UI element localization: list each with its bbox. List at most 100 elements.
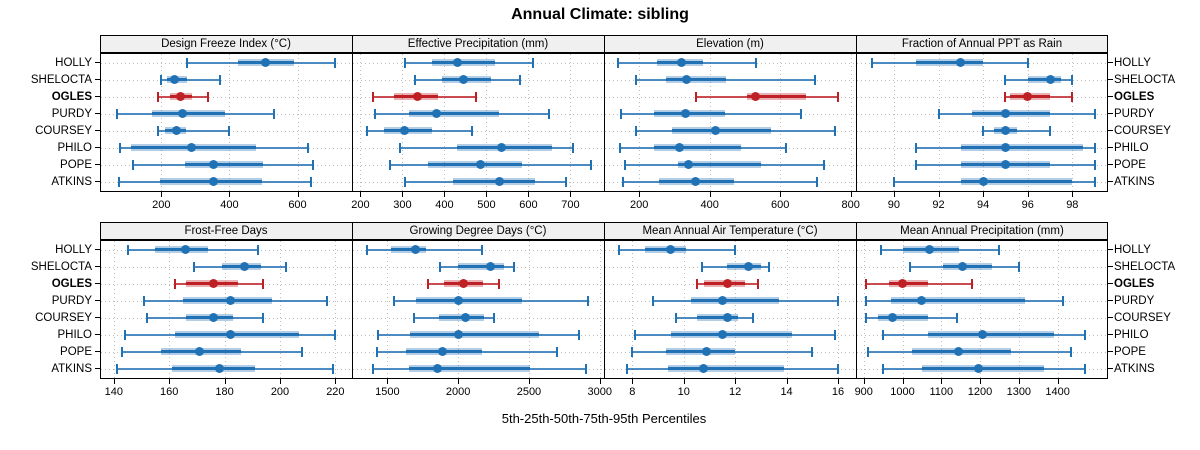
x-tick xyxy=(850,192,852,197)
x-tick-label: 200 xyxy=(270,386,290,398)
whisker-cap-right xyxy=(811,346,814,357)
whisker-cap-left xyxy=(617,57,620,68)
median-dot xyxy=(195,347,205,356)
whisker-cap-right xyxy=(590,159,593,170)
median-dot xyxy=(698,364,708,373)
whisker-cap-right xyxy=(206,91,209,102)
core-25-75 xyxy=(960,180,1073,183)
x-tick-label: 400 xyxy=(220,199,239,211)
whisker-cap-right xyxy=(754,57,757,68)
x-tick-label: 200 xyxy=(630,199,649,211)
whisker-cap-left xyxy=(675,312,677,323)
y-tick xyxy=(95,283,100,284)
whisker-cap-right xyxy=(228,125,231,136)
row-label-right: SHELOCTA xyxy=(1114,260,1176,273)
y-tick xyxy=(1108,334,1113,335)
whisker-cap-left xyxy=(156,125,159,136)
core-25-75 xyxy=(172,367,256,370)
median-dot xyxy=(494,177,504,186)
whisker-cap-left xyxy=(365,244,368,255)
x-tick xyxy=(1018,379,1020,384)
x-tick-label: 1300 xyxy=(1006,386,1032,398)
core-25-75 xyxy=(921,367,1045,370)
whisker-cap-left xyxy=(695,278,698,289)
x-tick-label: 14 xyxy=(780,386,793,398)
whisker-cap-right xyxy=(333,57,336,68)
whisker-cap-left xyxy=(414,74,416,85)
row-label-right: PHILO xyxy=(1114,328,1149,341)
y-tick xyxy=(1108,164,1113,165)
whisker-cap-right xyxy=(1049,125,1052,136)
x-tick-label: 94 xyxy=(976,199,990,211)
x-tick xyxy=(1072,192,1074,197)
row-label-right: PURDY xyxy=(1114,107,1155,120)
panel-divider xyxy=(352,222,353,379)
whisker-cap-left xyxy=(866,346,869,357)
median-dot xyxy=(888,313,898,322)
grid-line-vertical xyxy=(113,241,115,378)
whisker-cap-right xyxy=(734,244,737,255)
whisker-cap-right xyxy=(1083,363,1086,374)
whisker-cap-right xyxy=(555,346,558,357)
row-label-right: COURSEY xyxy=(1114,124,1171,137)
grid-line-vertical xyxy=(850,54,852,191)
x-tick-label: 600 xyxy=(519,199,538,211)
y-tick xyxy=(1108,300,1113,301)
median-dot xyxy=(958,262,968,271)
whisker-cap-left xyxy=(403,57,406,68)
grid-line-vertical xyxy=(980,241,982,378)
median-dot xyxy=(170,75,180,84)
grid-line-vertical xyxy=(528,54,530,191)
whisker-cap-left xyxy=(121,346,124,357)
whisker-cap-right xyxy=(565,176,568,187)
whisker-cap-left xyxy=(624,159,627,170)
x-tick-label: 140 xyxy=(104,386,124,398)
grid-line-vertical xyxy=(838,241,839,378)
y-tick xyxy=(95,266,100,267)
whisker-cap-right xyxy=(1093,159,1096,170)
x-tick-label: 220 xyxy=(326,386,345,398)
core-25-75 xyxy=(878,316,928,319)
row-label-left: POPE xyxy=(60,158,92,171)
row-label-left: COURSEY xyxy=(35,311,92,324)
grid-line-horizontal xyxy=(857,283,1107,285)
whisker-cap-right xyxy=(837,91,840,102)
median-dot xyxy=(925,245,935,254)
x-tick-label: 800 xyxy=(841,199,860,211)
median-dot xyxy=(1000,126,1010,135)
x-tick xyxy=(639,192,641,197)
grid-line-vertical xyxy=(161,54,163,191)
median-dot xyxy=(176,92,186,101)
whisker-cap-left xyxy=(622,176,625,187)
whisker-cap-right xyxy=(306,142,309,153)
whisker-cap-right xyxy=(584,363,587,374)
x-tick xyxy=(709,192,711,197)
plot-title: Annual Climate: sibling xyxy=(511,6,689,23)
row-label-right: COURSEY xyxy=(1114,311,1171,324)
x-tick-label: 3000 xyxy=(587,386,612,398)
core-25-75 xyxy=(943,265,992,268)
x-tick xyxy=(863,379,865,384)
core-25-75 xyxy=(971,112,1050,115)
whisker-cap-left xyxy=(439,261,442,272)
whisker-cap-left xyxy=(700,261,703,272)
y-tick xyxy=(95,62,100,63)
whisker-cap-right xyxy=(1093,176,1096,187)
median-dot xyxy=(260,58,270,67)
grid-line-vertical xyxy=(983,54,985,191)
core-25-75 xyxy=(665,350,736,353)
whisker-cap-left xyxy=(892,176,895,187)
core-25-75 xyxy=(431,61,495,64)
x-tick xyxy=(444,192,446,197)
whisker-cap-left xyxy=(915,142,918,153)
whisker-cap-left xyxy=(880,244,883,255)
x-tick xyxy=(902,379,904,384)
whisker-5-95 xyxy=(635,78,816,81)
whisker-cap-right xyxy=(331,363,334,374)
whisker-cap-right xyxy=(577,329,580,340)
median-dot xyxy=(485,262,495,271)
core-25-75 xyxy=(408,112,499,115)
grid-line-horizontal xyxy=(101,79,351,81)
